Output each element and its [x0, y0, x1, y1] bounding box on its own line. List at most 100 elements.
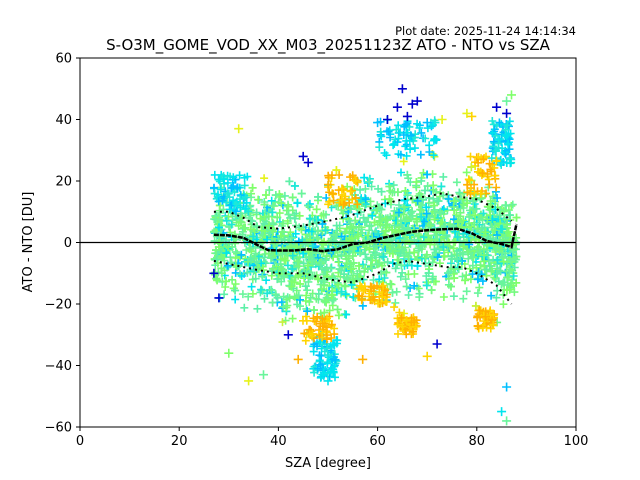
scatter-point: [428, 275, 437, 283]
scatter-point: [324, 200, 333, 209]
scatter-point: [348, 275, 357, 284]
scatter-point: [401, 120, 410, 129]
scatter-point: [401, 216, 410, 225]
scatter-point: [257, 259, 266, 268]
scatter-point: [459, 200, 468, 209]
scatter-point: [412, 178, 421, 186]
scatter-point: [293, 257, 302, 266]
scatter-point: [402, 316, 411, 325]
scatter-point: [313, 312, 322, 321]
scatter-point: [448, 202, 457, 210]
scatter-point: [470, 188, 479, 197]
scatter-point: [471, 211, 480, 220]
scatter-point: [278, 227, 287, 236]
scatter-point: [316, 261, 325, 270]
scatter-point: [295, 270, 303, 279]
scatter-point: [383, 115, 392, 124]
scatter-point: [237, 271, 246, 280]
scatter-point: [267, 285, 276, 294]
scatter-point: [375, 143, 384, 152]
scatter-point: [362, 255, 371, 264]
scatter-point: [365, 245, 374, 254]
scatter-point: [415, 124, 424, 132]
scatter-point: [322, 323, 331, 332]
scatter-point: [453, 233, 462, 241]
scatter-point: [230, 188, 239, 197]
scatter-point: [479, 155, 488, 164]
scatter-point: [288, 193, 297, 202]
scatter-point: [436, 207, 445, 216]
scatter-point: [401, 142, 410, 151]
scatter-point: [295, 211, 304, 220]
scatter-point: [361, 218, 369, 227]
scatter-point: [341, 192, 350, 201]
scatter-point: [452, 178, 461, 187]
scatter-point: [359, 213, 368, 222]
scatter-point: [423, 170, 432, 179]
scatter-point: [393, 320, 402, 329]
scatter-point: [475, 283, 484, 292]
scatter-point: [410, 144, 419, 153]
scatter-point: [397, 168, 405, 177]
scatter-point: [222, 249, 231, 258]
scatter-point: [494, 143, 503, 152]
scatter-point: [437, 115, 447, 124]
scatter-point: [419, 233, 428, 241]
scatter-point: [274, 270, 283, 278]
scatter-point: [290, 292, 299, 301]
scatter-point: [212, 274, 221, 283]
scatter-point: [410, 281, 419, 290]
scatter-point: [354, 232, 362, 241]
scatter-point: [507, 279, 516, 288]
scatter-point: [411, 322, 420, 331]
scatter-point: [234, 221, 243, 230]
scatter-point: [257, 285, 265, 294]
scatter-point: [286, 273, 295, 281]
scatter-point: [312, 205, 321, 214]
scatter-point: [467, 111, 477, 121]
scatter-point: [310, 306, 318, 315]
scatter-point: [306, 272, 315, 281]
scatter-point: [341, 290, 350, 299]
scatter-point: [222, 277, 230, 286]
scatter-point: [211, 212, 220, 220]
scatter-point: [364, 231, 372, 240]
scatter-point: [318, 314, 327, 323]
scatter-point: [501, 233, 510, 242]
scatter-point: [278, 244, 287, 253]
scatter-point: [474, 322, 483, 331]
scatter-point: [224, 348, 234, 358]
scatter-point: [288, 314, 297, 323]
scatter-point: [212, 255, 221, 264]
x-tick-label: 80: [469, 434, 486, 449]
scatter-point: [247, 282, 256, 291]
scatter-point: [473, 224, 482, 233]
scatter-point: [510, 288, 519, 297]
scatter-point: [506, 159, 515, 168]
scatter-point: [295, 253, 304, 262]
scatter-point: [483, 170, 492, 178]
scatter-point: [467, 222, 476, 231]
scatter-point: [500, 148, 509, 157]
scatter-point: [276, 260, 285, 269]
scatter-point: [426, 221, 435, 230]
scatter-point: [487, 267, 496, 276]
scatter-point: [277, 277, 286, 286]
scatter-point: [463, 199, 472, 208]
scatter-point: [483, 215, 492, 224]
scatter-point: [214, 190, 222, 199]
scatter-point: [253, 304, 262, 313]
scatter-point: [440, 252, 449, 260]
scatter-point: [468, 261, 477, 270]
scatter-point: [464, 175, 473, 184]
scatter-point: [478, 323, 487, 332]
scatter-point: [292, 221, 300, 230]
scatter-point: [299, 259, 308, 268]
scatter-point: [390, 303, 399, 312]
scatter-point: [379, 281, 388, 290]
scatter-point: [307, 227, 316, 236]
scatter-point: [356, 185, 365, 194]
scatter-point: [506, 211, 514, 220]
scatter-point: [377, 205, 386, 214]
scatter-point: [244, 292, 253, 301]
